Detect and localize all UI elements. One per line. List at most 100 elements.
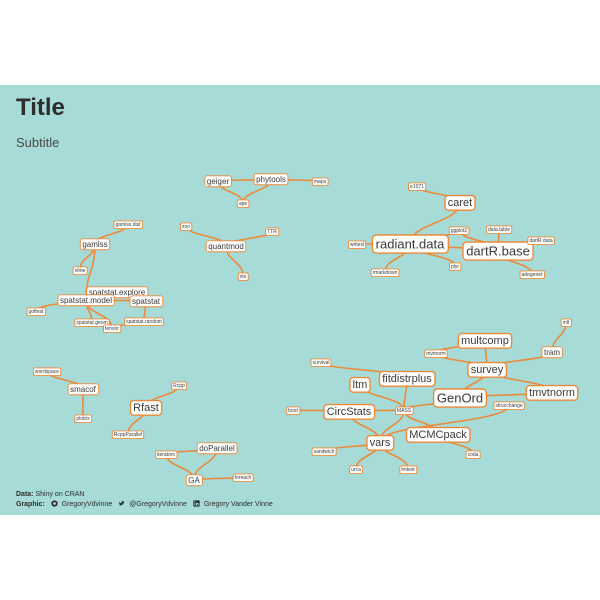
node-label: wordspace — [35, 369, 59, 375]
node-label: RcppParallel — [114, 432, 142, 438]
node-genord[interactable]: GenOrd — [432, 388, 488, 408]
node-zoo[interactable]: zoo — [180, 222, 193, 231]
node-ga[interactable]: GA — [185, 474, 203, 487]
node-label: zoo — [182, 224, 190, 230]
node-dartrdata[interactable]: dartR.data — [527, 236, 555, 245]
linkedin-name[interactable]: Gregory Vander Vinne — [203, 501, 273, 508]
node-urca[interactable]: urca — [349, 465, 364, 475]
node-label: Rfast — [133, 402, 159, 414]
node-box — [237, 272, 249, 282]
node-survey[interactable]: survey — [467, 361, 508, 378]
node-plotrix[interactable]: plotrix — [74, 414, 93, 424]
node-circstats[interactable]: CircStats — [323, 403, 376, 420]
node-tensor[interactable]: tensor — [103, 324, 122, 334]
node-rcpp[interactable]: Rcpp — [171, 381, 187, 391]
node-goftest[interactable]: goftest — [26, 307, 47, 317]
twitter-icon — [118, 501, 125, 506]
node-label: phytools — [256, 175, 286, 184]
node-box — [371, 234, 450, 254]
node-label: maps — [314, 179, 327, 185]
node-box — [525, 384, 579, 401]
node-label: dartR.data — [529, 238, 553, 244]
node-label: plyr — [451, 264, 459, 270]
node-rfast[interactable]: Rfast — [129, 399, 163, 416]
node-label: CircStats — [327, 406, 372, 418]
node-tram[interactable]: tram — [541, 346, 563, 359]
node-lmtest[interactable]: lmtest — [399, 465, 418, 475]
node-label: multcomp — [461, 335, 509, 347]
node-label: survival — [313, 360, 330, 366]
node-foreach[interactable]: foreach — [232, 473, 254, 483]
node-boot[interactable]: boot — [286, 406, 301, 416]
node-coda[interactable]: coda — [465, 450, 481, 460]
node-caret[interactable]: caret — [444, 194, 476, 211]
caption: Data: Shiny on CRAN Graphic: GregoryVdvi… — [16, 490, 273, 510]
node-box — [444, 194, 476, 211]
node-phytools[interactable]: phytools — [253, 173, 289, 186]
node-smacof[interactable]: smacof — [67, 383, 100, 396]
node-box — [113, 220, 144, 229]
node-ttr[interactable]: TTR — [265, 227, 280, 236]
node-fitdistrplus[interactable]: fitdistrplus — [378, 370, 436, 387]
node-e1071[interactable]: e1071 — [408, 182, 427, 191]
node-box — [527, 236, 555, 245]
node-layer: geiger phytools ape maps caret e1071 radiant.d… — [26, 173, 579, 487]
node-label: spatstat.random — [126, 319, 162, 325]
node-label: spatstat.geom — [76, 320, 107, 326]
node-label: goftest — [28, 309, 44, 315]
node-xts[interactable]: xts — [237, 272, 249, 282]
node-mcmcpack[interactable]: MCMCpack — [405, 426, 471, 443]
node-label: mvtnorm — [426, 351, 445, 357]
node-box — [67, 383, 100, 396]
github-handle[interactable]: GregoryVdvinne — [61, 501, 113, 508]
node-ggplot2[interactable]: ggplot2 — [448, 226, 470, 235]
node-gamlss[interactable]: gamlss — [79, 238, 111, 251]
node-box — [408, 182, 427, 191]
node-data_table[interactable]: data.table — [486, 225, 513, 234]
node-label: tmvtnorm — [529, 387, 575, 399]
node-spat_random[interactable]: spatstat.random — [124, 317, 164, 327]
node-vars[interactable]: vars — [366, 434, 395, 451]
twitter-handle[interactable]: @GregoryVdvinne — [129, 501, 187, 508]
node-box — [462, 241, 534, 261]
node-mlt[interactable]: mlt — [560, 318, 572, 328]
node-radiant[interactable]: radiant.data — [371, 234, 450, 254]
node-mvtnorm[interactable]: mvtnorm — [424, 349, 448, 359]
node-ape[interactable]: ape — [236, 199, 250, 208]
node-quantmod[interactable]: quantmod — [205, 240, 247, 253]
node-label: quantmod — [208, 242, 244, 251]
node-spat_geom[interactable]: spatstat.geom — [74, 318, 110, 328]
node-spat_model[interactable]: spatstat.model — [57, 294, 115, 307]
node-box — [541, 346, 563, 359]
node-tmvtnorm[interactable]: tmvtnorm — [525, 384, 579, 401]
node-label: lmtest — [401, 467, 415, 473]
node-spatstat[interactable]: spatstat — [129, 295, 164, 308]
node-sandwich[interactable]: sandwich — [311, 447, 337, 457]
node-nlme[interactable]: nlme — [72, 266, 88, 276]
node-box — [311, 447, 337, 457]
node-geiger[interactable]: geiger — [204, 175, 232, 188]
node-rmarkdown[interactable]: rmarkdown — [370, 268, 400, 278]
node-doparallel[interactable]: doParallel — [196, 442, 238, 455]
node-box — [204, 175, 232, 188]
node-writexl[interactable]: writexl — [347, 240, 367, 249]
node-ltm[interactable]: ltm — [349, 376, 371, 393]
node-survival[interactable]: survival — [310, 358, 332, 368]
node-iterators[interactable]: iterators — [155, 450, 178, 460]
node-label: GenOrd — [437, 391, 483, 406]
node-multcomp[interactable]: multcomp — [457, 332, 513, 349]
node-plyr[interactable]: plyr — [449, 262, 462, 272]
node-label: gamlss.dist — [115, 222, 141, 228]
node-label: sandwich — [314, 449, 335, 455]
node-strucchange[interactable]: strucchange — [493, 401, 525, 411]
node-dartr[interactable]: dartR.base — [462, 241, 534, 261]
node-label: coda — [468, 452, 479, 458]
node-wordspace[interactable]: wordspace — [32, 367, 62, 377]
node-label: fitdistrplus — [382, 373, 432, 385]
node-gamlss_dist[interactable]: gamlss.dist — [113, 220, 144, 229]
node-rcppparallel[interactable]: RcppParallel — [111, 430, 145, 440]
node-adegenet[interactable]: adegenet — [519, 270, 545, 280]
page-title: Title — [16, 94, 65, 121]
node-mass[interactable]: MASS — [394, 406, 414, 416]
node-maps[interactable]: maps — [311, 177, 329, 186]
